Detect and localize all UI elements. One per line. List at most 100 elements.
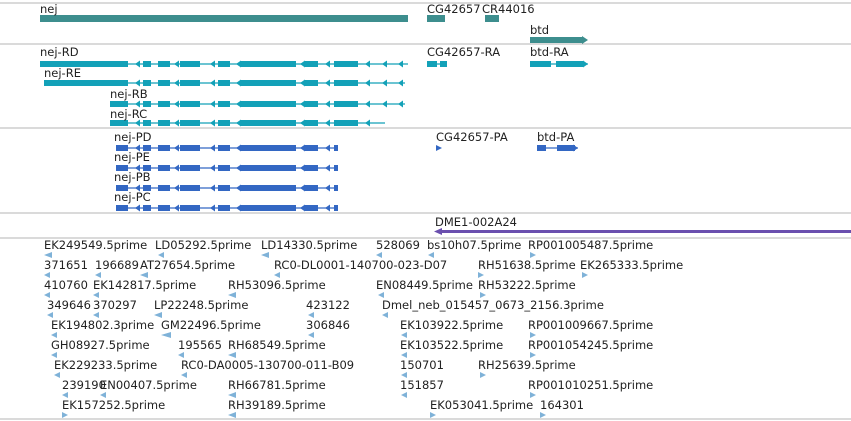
est-label-410760[interactable]: 410760 [44,278,88,292]
protein-label-btd-pa[interactable]: btd-PA [537,130,574,144]
protein-label-cg42657-pa[interactable]: CG42657-PA [436,130,508,144]
est-mark-528069[interactable] [376,252,382,258]
noncoding-dme1-002a24[interactable] [434,228,851,235]
transcript-label-btd-ra[interactable]: btd-RA [530,45,569,59]
est-mark-371651[interactable] [44,272,50,278]
est-mark-ld14330-5prime[interactable] [261,252,269,258]
est-label-gh08927-5prime[interactable]: GH08927.5prime [51,338,150,352]
est-label-164301[interactable]: 164301 [540,398,584,412]
transcript-cg42657-ra[interactable] [427,61,447,67]
transcript-label-nej-rd[interactable]: nej-RD [40,45,79,59]
est-mark-164301[interactable] [540,412,546,418]
gene-bar-cg42657[interactable] [427,15,445,22]
protein-label-nej-pb[interactable]: nej-PB [114,170,151,184]
protein-nej-pe[interactable] [116,164,338,172]
est-label-528069[interactable]: 528069 [376,238,420,252]
est-mark-370297[interactable] [93,312,99,318]
protein-nej-pb[interactable] [116,184,338,192]
est-label-ek103922-5prime[interactable]: EK103922.5prime [400,318,503,332]
gene-bar-cr44016[interactable] [485,15,499,22]
est-mark-ek194802-3prime[interactable] [51,332,57,338]
est-mark-bs10h07-5prime[interactable] [428,252,434,258]
est-label-lp22248-5prime[interactable]: LP22248.5prime [154,298,248,312]
est-mark-ek103522-5prime[interactable] [401,352,407,358]
est-label-rp001010251-5prime[interactable]: RP001010251.5prime [528,378,653,392]
est-label-en08449-5prime[interactable]: EN08449.5prime [376,278,473,292]
est-label-371651[interactable]: 371651 [44,258,88,272]
est-label-rc0-dl0001-140700-023-d07[interactable]: RC0-DL0001-140700-023-D07 [274,258,447,272]
est-label-150701[interactable]: 150701 [400,358,444,372]
est-label-rh66781-5prime[interactable]: RH66781.5prime [228,378,326,392]
est-label-rh53096-5prime[interactable]: RH53096.5prime [228,278,326,292]
est-mark-rp001009667-5prime[interactable] [530,332,536,338]
est-mark-349646[interactable] [47,312,53,318]
est-mark-gm22496-5prime[interactable] [161,332,171,338]
est-label-306846[interactable]: 306846 [306,318,350,332]
est-mark-150701[interactable] [401,372,407,378]
est-mark-rh53096-5prime[interactable] [228,292,236,298]
est-label-370297[interactable]: 370297 [93,298,137,312]
est-label-151857[interactable]: 151857 [400,378,444,392]
est-label-ld05292-5prime[interactable]: LD05292.5prime [155,238,251,252]
est-label-ek229233-5prime[interactable]: EK229233.5prime [54,358,157,372]
transcript-nej-rc[interactable] [110,119,385,127]
gene-label-cg42657[interactable]: CG42657 [427,2,481,16]
est-mark-ek265333-5prime[interactable] [582,272,588,278]
est-mark-ek229233-5prime[interactable] [54,372,60,378]
est-mark-lp22248-5prime[interactable] [154,312,162,318]
est-mark-ek157252-5prime[interactable] [62,412,68,418]
est-label-rp001005487-5prime[interactable]: RP001005487.5prime [528,238,653,252]
est-mark-195565[interactable] [178,352,184,358]
est-label-rh53222-5prime[interactable]: RH53222.5prime [478,278,576,292]
transcript-label-nej-rb[interactable]: nej-RB [110,87,148,101]
est-label-ek103522-5prime[interactable]: EK103522.5prime [400,338,503,352]
est-label-rh39189-5prime[interactable]: RH39189.5prime [228,398,326,412]
est-mark-rh66781-5prime[interactable] [228,392,236,398]
est-mark-ek142817-5prime[interactable] [93,292,99,298]
est-mark-306846[interactable] [308,332,314,338]
est-mark-423122[interactable] [308,312,314,318]
protein-nej-pd[interactable] [116,144,338,152]
est-mark-151857[interactable] [401,392,407,398]
est-mark-rp001054245-5prime[interactable] [530,352,536,358]
transcript-nej-re[interactable] [44,79,405,87]
est-label-rh25639-5prime[interactable]: RH25639.5prime [478,358,576,372]
protein-label-nej-pe[interactable]: nej-PE [114,150,150,164]
est-label-bs10h07-5prime[interactable]: bs10h07.5prime [427,238,521,252]
gene-label-cr44016[interactable]: CR44016 [482,2,535,16]
est-mark-rh68549-5prime[interactable] [228,352,236,358]
est-label-dmel-neb-015457-0673-2156-3prime[interactable]: Dmel_neb_015457_0673_2156.3prime [382,298,604,312]
est-mark-ek103922-5prime[interactable] [401,332,407,338]
est-mark-rp001005487-5prime[interactable] [530,252,536,258]
protein-btd-pa[interactable] [537,144,578,152]
est-label-195565[interactable]: 195565 [178,338,222,352]
est-mark-rh51638-5prime[interactable] [478,272,484,278]
est-label-at27654-5prime[interactable]: AT27654.5prime [140,258,235,272]
est-label-239190[interactable]: 239190 [62,378,106,392]
est-mark-410760[interactable] [44,292,50,298]
est-mark-gh08927-5prime[interactable] [51,352,57,358]
transcript-label-nej-re[interactable]: nej-RE [44,66,81,80]
est-label-rc0-da0005-130700-011-b09[interactable]: RC0-DA0005-130700-011-B09 [181,358,354,372]
est-mark-rp001010251-5prime[interactable] [530,392,536,398]
transcript-btd-ra[interactable] [530,60,588,68]
transcript-nej-rb[interactable] [110,100,405,108]
est-mark-en08449-5prime[interactable] [378,292,384,298]
est-label-ek157252-5prime[interactable]: EK157252.5prime [62,398,165,412]
protein-label-nej-pc[interactable]: nej-PC [114,190,151,204]
transcript-nej-rd[interactable] [40,60,408,68]
gene-bar-nej[interactable] [40,15,408,22]
est-mark-rh39189-5prime[interactable] [228,412,236,418]
est-mark-ek249549-5prime[interactable] [44,252,52,258]
est-mark-196689[interactable] [95,272,101,278]
est-label-rh68549-5prime[interactable]: RH68549.5prime [228,338,326,352]
est-label-rp001054245-5prime[interactable]: RP001054245.5prime [528,338,653,352]
est-mark-en00407-5prime[interactable] [100,392,106,398]
est-label-349646[interactable]: 349646 [47,298,91,312]
est-mark-rh53222-5prime[interactable] [480,292,486,298]
est-mark-dmel-neb-015457-0673-2156-3prime[interactable] [382,312,388,318]
est-label-rp001009667-5prime[interactable]: RP001009667.5prime [528,318,653,332]
est-label-423122[interactable]: 423122 [306,298,350,312]
est-mark-rc0-dl0001-140700-023-d07[interactable] [274,272,280,278]
est-label-en00407-5prime[interactable]: EN00407.5prime [100,378,197,392]
